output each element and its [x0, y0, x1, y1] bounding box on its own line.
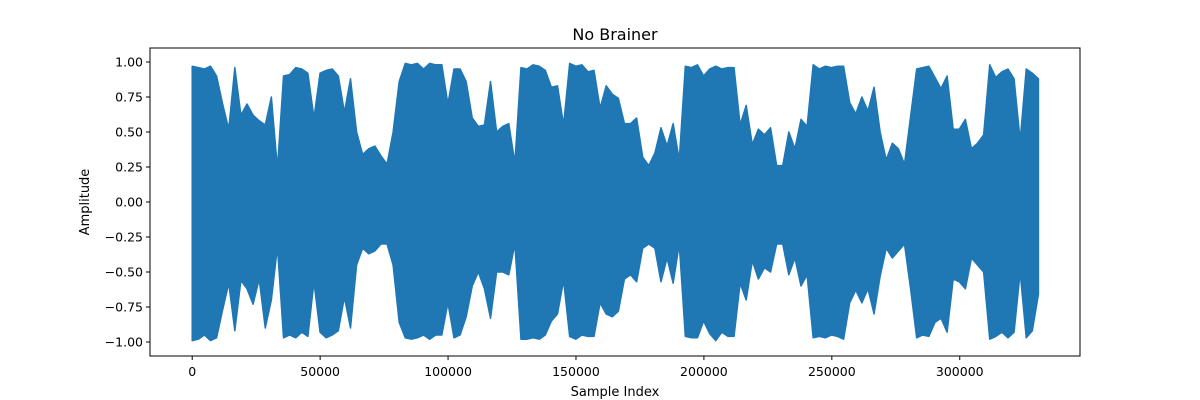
x-tick-label: 300000 [936, 364, 984, 379]
x-axis-label: Sample Index [571, 385, 660, 400]
y-tick-label: −0.75 [105, 300, 143, 315]
x-tick-label: 0 [188, 364, 196, 379]
waveform-layer [191, 62, 1040, 342]
y-tick-label: 0.50 [115, 125, 143, 140]
y-tick-label: 1.00 [115, 55, 143, 70]
plot-area [149, 47, 1081, 357]
y-tick-label: −0.50 [105, 265, 143, 280]
y-tick-label: 0.25 [115, 160, 143, 175]
x-axis: 0 50000 100000 150000 200000 250000 300000 [188, 356, 984, 379]
x-tick-label: 200000 [680, 364, 728, 379]
y-axis-label: Amplitude [78, 169, 93, 236]
y-tick-label: −0.25 [105, 230, 143, 245]
x-tick-label: 250000 [808, 364, 856, 379]
x-tick-label: 50000 [300, 364, 340, 379]
y-tick-label: 0.75 [115, 90, 143, 105]
chart-title: No Brainer [572, 25, 658, 44]
waveform-series-0 [191, 62, 1040, 342]
y-axis: −1.00 −0.75 −0.50 −0.25 0.00 0.25 0.50 0.75 1.00 [105, 55, 150, 350]
x-tick-label: 150000 [552, 364, 600, 379]
x-tick-label: 100000 [424, 364, 472, 379]
y-tick-label: −1.00 [105, 335, 143, 350]
y-tick-label: 0.00 [115, 195, 143, 210]
